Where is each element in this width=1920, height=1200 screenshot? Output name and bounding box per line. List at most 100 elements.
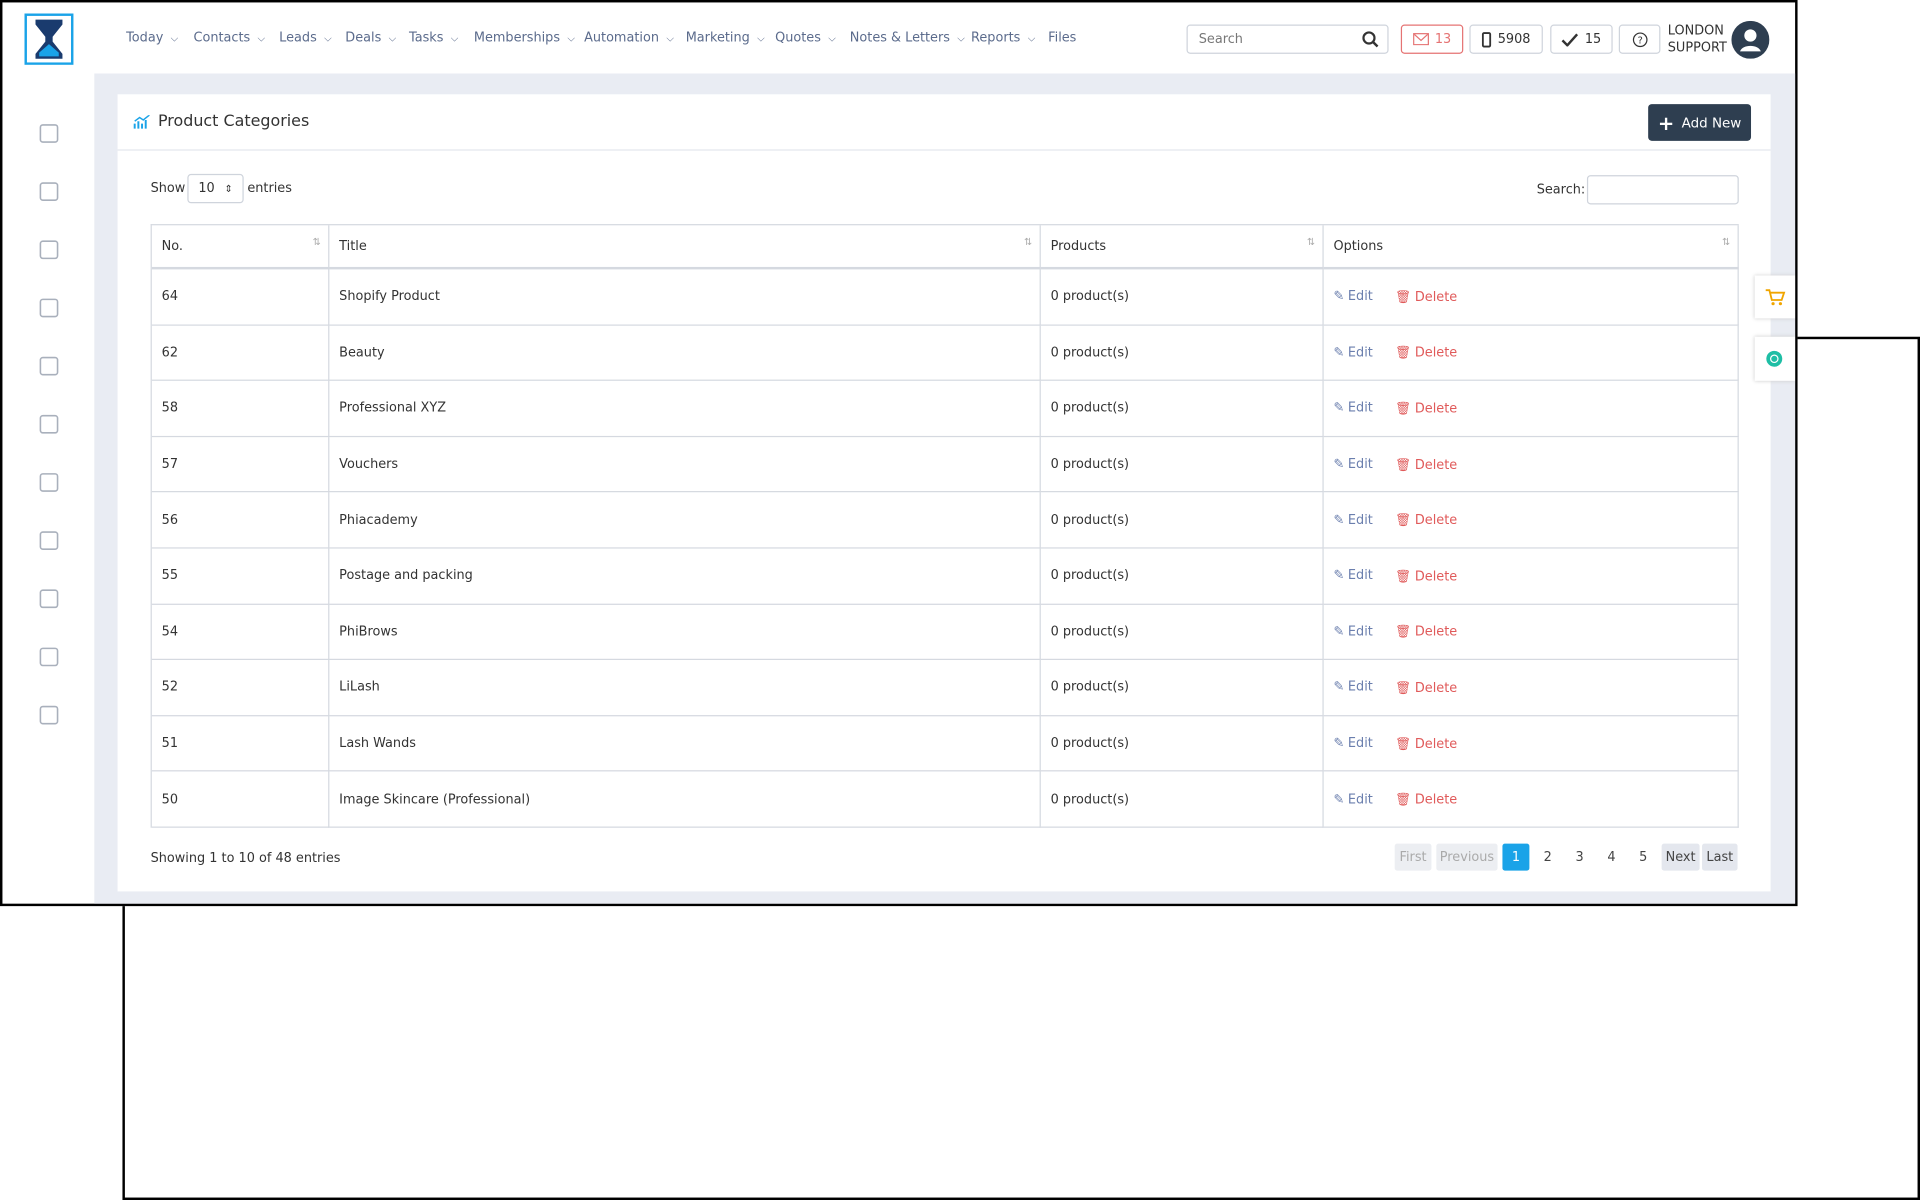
table-cell: 0 product(s): [1040, 381, 1324, 437]
sidebar-icon[interactable]: [39, 124, 59, 143]
page-button[interactable]: Next: [1661, 843, 1700, 871]
svg-text:?: ?: [1637, 35, 1642, 46]
user-name[interactable]: LONDON SUPPORT: [1668, 22, 1727, 56]
delete-link[interactable]: 🗑 Delete: [1395, 735, 1457, 752]
nav-item[interactable]: Tasks ⌵: [409, 31, 458, 46]
table-cell: Postage and packing: [329, 548, 1041, 605]
edit-link[interactable]: ✎ Edit: [1333, 513, 1372, 528]
nav-item[interactable]: Today ⌵: [126, 31, 178, 46]
nav-label: Quotes: [775, 30, 821, 46]
page-button[interactable]: 3: [1575, 849, 1584, 865]
delete-link[interactable]: 🗑 Delete: [1395, 624, 1457, 640]
sidebar-icon[interactable]: [39, 473, 59, 492]
edit-link[interactable]: ✎ Edit: [1333, 345, 1372, 360]
sidebar-icon[interactable]: [39, 356, 59, 376]
search-placeholder: Search: [1198, 31, 1243, 47]
search-icon[interactable]: [1362, 31, 1379, 48]
table-cell: 0 product(s): [1040, 716, 1324, 772]
edit-icon: ✎: [1333, 791, 1345, 807]
edit-link[interactable]: ✎ Edit: [1333, 289, 1372, 304]
nav-item[interactable]: Quotes ⌵: [775, 31, 836, 46]
delete-link[interactable]: 🗑 Delete: [1395, 289, 1457, 305]
logo[interactable]: [24, 13, 74, 65]
sidebar-icon[interactable]: [39, 705, 59, 725]
edit-link[interactable]: ✎ Edit: [1333, 401, 1372, 416]
sidebar-icon[interactable]: [39, 647, 59, 667]
delete-link[interactable]: 🗑 Delete: [1395, 512, 1457, 528]
page-button[interactable]: First: [1394, 843, 1432, 871]
page-size-select[interactable]: 10 ⇕: [187, 173, 244, 204]
sidebar-icon[interactable]: [39, 240, 59, 260]
avatar[interactable]: [1731, 20, 1770, 59]
header-cell[interactable]: Options ⇅: [1323, 225, 1739, 270]
edit-link[interactable]: ✎ Edit: [1333, 736, 1372, 751]
mail-count: 13: [1434, 31, 1452, 47]
nav-item[interactable]: Deals ⌵: [345, 31, 396, 46]
page-button[interactable]: 5: [1639, 849, 1648, 865]
delete-link[interactable]: 🗑 Delete: [1395, 400, 1457, 417]
delete-link[interactable]: 🗑 Delete: [1395, 456, 1457, 472]
nav-label: Deals: [345, 30, 382, 46]
sidebar-icon[interactable]: [39, 182, 59, 202]
table-cell: 58: [151, 381, 330, 437]
nav-label: Leads: [279, 30, 317, 46]
nav-item[interactable]: Memberships ⌵: [474, 31, 575, 46]
nav-item[interactable]: Marketing ⌵: [686, 31, 765, 46]
sidebar-icon[interactable]: [39, 298, 59, 318]
whatsapp-float[interactable]: [1754, 336, 1796, 381]
table-cell: 56: [151, 492, 330, 549]
header-cell[interactable]: Title ⇅: [329, 225, 1041, 270]
add-new-button[interactable]: + Add New: [1648, 104, 1752, 141]
delete-link[interactable]: 🗑 Delete: [1395, 791, 1457, 807]
nav-item[interactable]: Notes & Letters ⌵: [850, 31, 965, 46]
edit-icon: ✎: [1333, 345, 1345, 360]
search-label: Search:: [1536, 182, 1586, 198]
sidebar-icon[interactable]: [39, 589, 59, 609]
edit-link[interactable]: ✎ Edit: [1333, 792, 1372, 807]
edit-icon: ✎: [1333, 624, 1345, 640]
page-button[interactable]: Previous: [1436, 843, 1498, 871]
header-cell[interactable]: Products ⇅: [1040, 225, 1324, 270]
edit-link[interactable]: ✎ Edit: [1333, 624, 1372, 639]
sort-icon: ⇅: [312, 236, 321, 248]
page-button[interactable]: 4: [1607, 849, 1616, 865]
nav-caret: ⌵: [828, 33, 836, 45]
tasks-badge[interactable]: 15: [1550, 24, 1613, 54]
nav-caret: ⌵: [388, 33, 397, 45]
page-button[interactable]: 2: [1543, 849, 1552, 865]
table: No. ⇅ Title ⇅ Products ⇅ Options ⇅ 64 Shopify Pro…: [150, 224, 1739, 828]
show-label: Show: [150, 181, 186, 196]
sidebar-icon[interactable]: [39, 531, 59, 550]
nav-item[interactable]: Files: [1048, 31, 1076, 46]
sidebar-icon[interactable]: [39, 414, 59, 434]
page-button[interactable]: 1: [1502, 843, 1530, 871]
delete-label: Delete: [1414, 289, 1458, 305]
table-cell: Lash Wands: [329, 716, 1041, 772]
edit-icon: ✎: [1333, 735, 1345, 751]
search-input[interactable]: Search: [1186, 24, 1389, 54]
delete-link[interactable]: 🗑 Delete: [1395, 345, 1457, 361]
edit-link[interactable]: ✎ Edit: [1333, 680, 1372, 695]
nav-caret: ⌵: [1027, 33, 1036, 45]
delete-link[interactable]: 🗑 Delete: [1395, 680, 1457, 696]
sort-icon: ⇅: [1306, 236, 1316, 248]
cart-float[interactable]: [1754, 275, 1796, 319]
edit-link[interactable]: ✎ Edit: [1333, 457, 1372, 472]
mail-badge[interactable]: 13: [1400, 24, 1464, 54]
table-search-input[interactable]: [1586, 175, 1739, 205]
nav-item[interactable]: Automation ⌵: [584, 31, 674, 46]
nav-item[interactable]: Contacts ⌵: [193, 31, 265, 46]
phone-badge[interactable]: 5908: [1469, 24, 1543, 54]
delete-link[interactable]: 🗑 Delete: [1395, 568, 1457, 584]
cart-icon: [1765, 289, 1786, 306]
edit-icon: ✎: [1333, 289, 1345, 305]
edit-icon: ✎: [1333, 568, 1345, 584]
help-button[interactable]: ?: [1618, 24, 1661, 54]
nav-item[interactable]: Reports ⌵: [971, 31, 1035, 46]
edit-link[interactable]: ✎ Edit: [1333, 568, 1372, 583]
page-size: 10: [198, 181, 215, 196]
page-button[interactable]: Last: [1702, 843, 1738, 871]
edit-icon: ✎: [1333, 512, 1345, 528]
header-cell[interactable]: No. ⇅: [151, 225, 330, 270]
nav-item[interactable]: Leads ⌵: [279, 31, 331, 46]
